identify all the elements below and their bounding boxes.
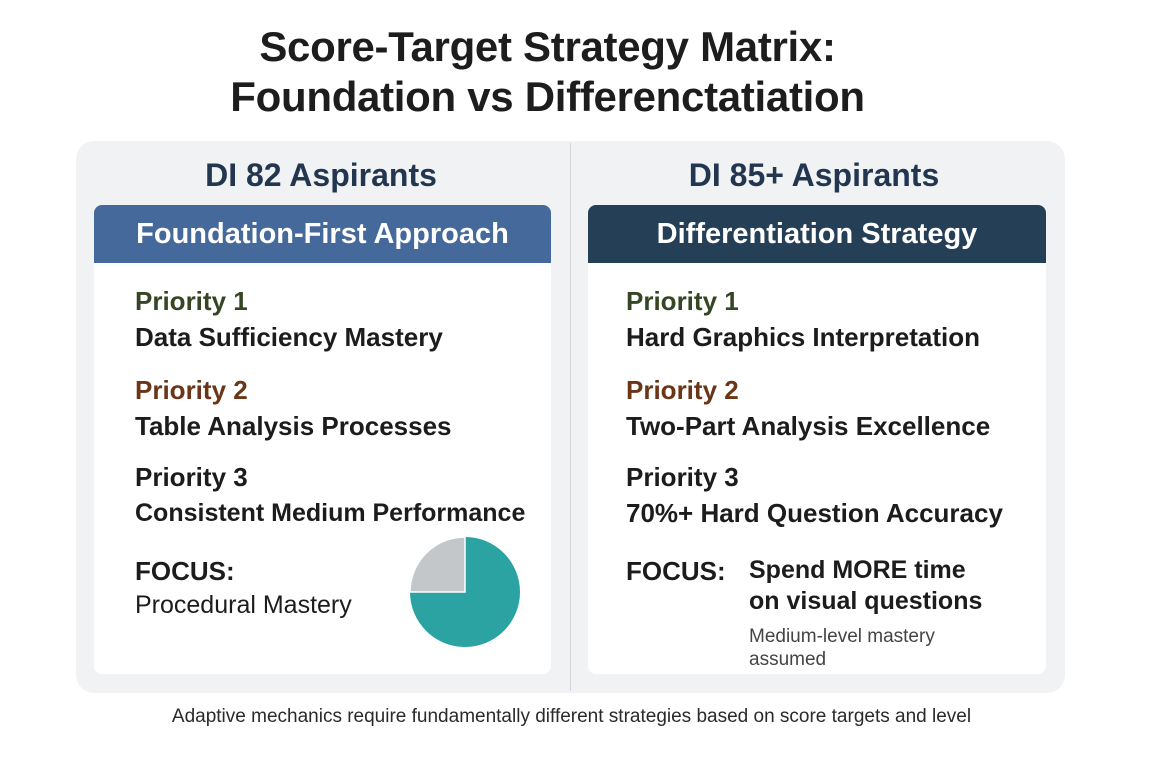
right-note-line-2: assumed bbox=[749, 649, 827, 670]
left-focus-label: FOCUS: bbox=[135, 556, 235, 586]
right-focus-line-2: on visual questions bbox=[749, 587, 983, 615]
right-priority-1-text: Hard Graphics Interpretation bbox=[626, 322, 980, 352]
right-column-heading: DI 85+ Aspirants bbox=[688, 157, 940, 193]
left-priority-3-label: Priority 3 bbox=[135, 462, 248, 492]
left-priority-2-label: Priority 2 bbox=[135, 375, 248, 405]
footer-caption: Adaptive mechanics require fundamentally… bbox=[171, 706, 972, 727]
right-priority-2-label: Priority 2 bbox=[626, 375, 739, 405]
right-strategy-card: Priority 1 Hard Graphics Interpretation … bbox=[588, 263, 1046, 674]
right-focus-label: FOCUS: bbox=[626, 556, 726, 586]
page-title: Score-Target Strategy Matrix: Foundation… bbox=[0, 22, 1095, 122]
right-priority-3-text: 70%+ Hard Question Accuracy bbox=[626, 498, 1003, 528]
title-line-1: Score-Target Strategy Matrix: bbox=[259, 23, 836, 70]
left-column-heading: DI 82 Aspirants bbox=[205, 157, 437, 193]
left-focus-text: Procedural Mastery bbox=[135, 591, 352, 619]
right-priority-3-label: Priority 3 bbox=[626, 462, 739, 492]
right-priority-1-label: Priority 1 bbox=[626, 286, 739, 316]
left-priority-3-text: Consistent Medium Performance bbox=[135, 499, 526, 527]
right-note-line-1: Medium-level mastery bbox=[749, 626, 935, 647]
title-line-2: Foundation vs Differenctatiation bbox=[230, 73, 865, 120]
left-priority-1-text: Data Sufficiency Mastery bbox=[135, 322, 443, 352]
left-priority-2-text: Table Analysis Processes bbox=[135, 411, 452, 441]
column-divider bbox=[570, 143, 571, 691]
left-approach-banner: Foundation-First Approach bbox=[94, 205, 551, 263]
right-approach-banner: Differentiation Strategy bbox=[588, 205, 1046, 263]
left-strategy-card: Priority 1 Data Sufficiency Mastery Prio… bbox=[94, 263, 551, 674]
right-focus-line-1: Spend MORE time bbox=[749, 556, 966, 584]
left-priority-1-label: Priority 1 bbox=[135, 286, 248, 316]
pie-chart-icon bbox=[409, 536, 520, 647]
right-priority-2-text: Two-Part Analysis Excellence bbox=[626, 411, 991, 441]
